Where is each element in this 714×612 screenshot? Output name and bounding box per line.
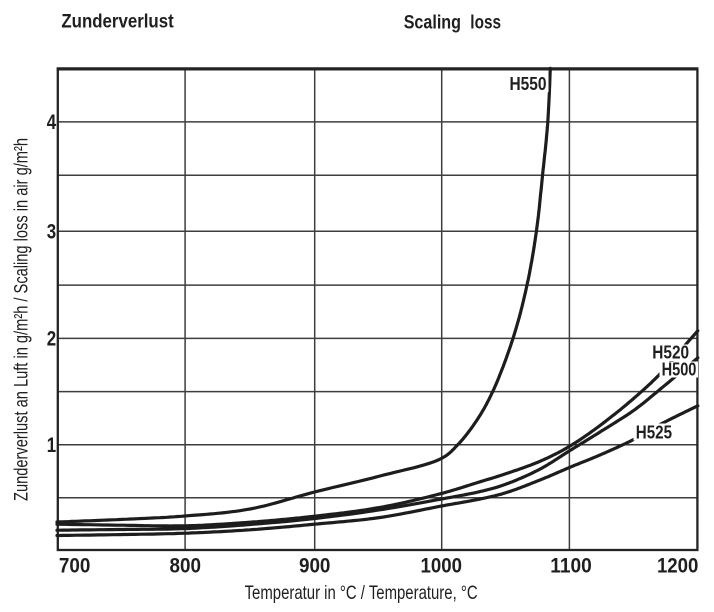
svg-text:H550: H550 xyxy=(510,74,547,94)
svg-text:1000: 1000 xyxy=(421,553,463,577)
svg-text:Zunderverlust an Luft in g/m²h: Zunderverlust an Luft in g/m²h / Scaling… xyxy=(12,138,33,501)
svg-text:700: 700 xyxy=(59,553,91,577)
svg-text:3: 3 xyxy=(47,219,56,243)
svg-text:1100: 1100 xyxy=(550,553,592,577)
svg-text:H500: H500 xyxy=(662,359,697,379)
svg-text:800: 800 xyxy=(170,553,202,577)
svg-text:Scaling: Scaling xyxy=(404,11,461,33)
svg-text:Zunderverlust: Zunderverlust xyxy=(61,10,174,32)
svg-text:900: 900 xyxy=(299,553,331,577)
svg-text:4: 4 xyxy=(47,110,56,134)
svg-text:Temperatur in °C / Temperature: Temperatur in °C / Temperature, °C xyxy=(245,582,478,604)
svg-text:2: 2 xyxy=(47,327,56,351)
svg-text:H525: H525 xyxy=(636,422,672,442)
svg-text:1: 1 xyxy=(47,433,56,457)
svg-text:loss: loss xyxy=(470,11,501,33)
svg-text:H520: H520 xyxy=(652,343,689,363)
svg-text:1200: 1200 xyxy=(657,553,699,577)
